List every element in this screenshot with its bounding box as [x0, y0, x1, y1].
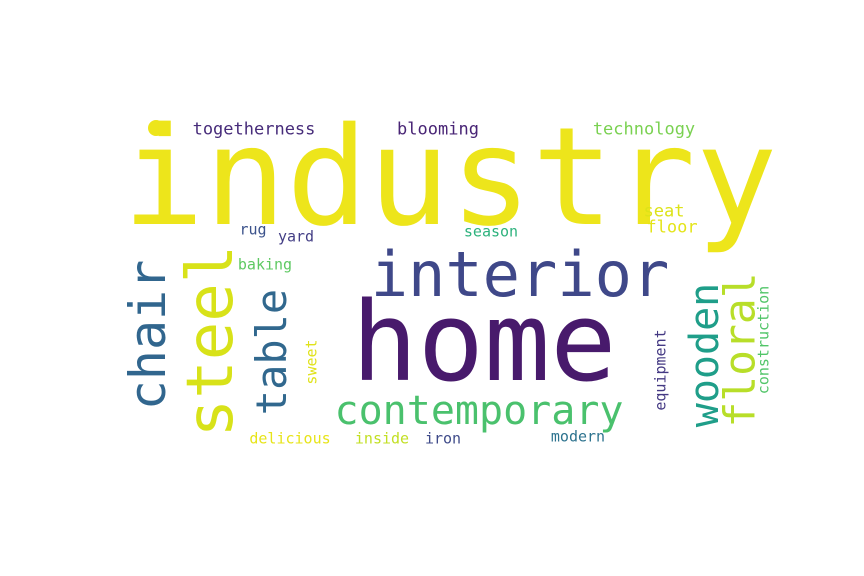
- word-baking: baking: [237, 255, 293, 274]
- word-iron: iron: [424, 429, 462, 448]
- word-technology: technology: [592, 119, 696, 140]
- word-floor: floor: [646, 217, 698, 238]
- word-home: home: [351, 278, 617, 406]
- word-industry: industry: [122, 99, 778, 257]
- word-contemporary: contemporary: [334, 388, 624, 434]
- word-modern: modern: [550, 427, 606, 446]
- word-inside: inside: [354, 429, 410, 448]
- word-season: season: [463, 222, 519, 241]
- word-chair: chair: [119, 259, 177, 411]
- industry-i-dot: [148, 120, 164, 136]
- word-equipment: equipment: [651, 329, 670, 411]
- word-blooming: blooming: [397, 119, 479, 140]
- word-rug: rug: [239, 220, 267, 239]
- word-table: table: [247, 288, 296, 416]
- word-steel: steel: [174, 244, 248, 438]
- word-sweet: sweet: [302, 339, 321, 385]
- word-delicious: delicious: [249, 429, 331, 448]
- word-interior: interior: [370, 238, 670, 311]
- word-yard: yard: [277, 227, 315, 246]
- word-togetherness: togetherness: [192, 119, 316, 140]
- word-seat: seat: [643, 201, 685, 222]
- word-construction: construction: [754, 285, 773, 395]
